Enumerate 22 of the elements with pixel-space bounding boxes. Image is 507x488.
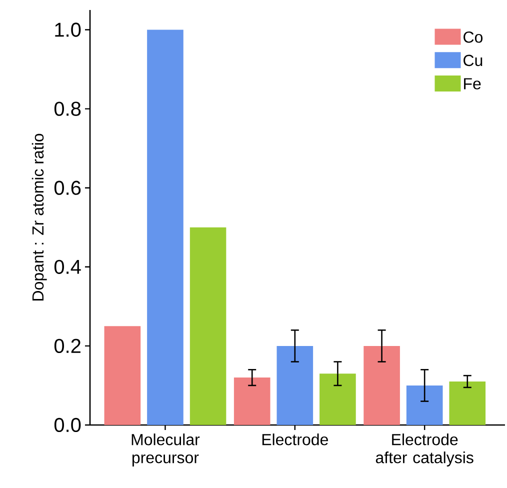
bar bbox=[147, 30, 184, 425]
legend-label: Co bbox=[464, 31, 483, 43]
legend-label: Fe bbox=[464, 78, 481, 90]
y-tick-label: 0.6 bbox=[54, 180, 81, 195]
bar bbox=[406, 385, 443, 425]
y-tick-label: 0.2 bbox=[54, 338, 80, 354]
bar bbox=[190, 227, 226, 425]
y-tick-label: 0.8 bbox=[54, 102, 81, 116]
legend-label: Cu bbox=[464, 54, 482, 66]
y-tick-label: 0.0 bbox=[54, 418, 81, 432]
bar bbox=[276, 346, 314, 425]
bar bbox=[449, 382, 486, 425]
bar bbox=[234, 378, 270, 425]
bar bbox=[104, 326, 141, 425]
bar bbox=[320, 374, 356, 425]
x-tick-label: Molecular precursor bbox=[132, 434, 200, 466]
x-tick-label: Electrode bbox=[262, 434, 328, 446]
y-axis-title: Dopant : Zr atomic ratio bbox=[32, 134, 47, 300]
y-tick-label: 0.4 bbox=[54, 260, 81, 274]
bar bbox=[364, 346, 400, 425]
x-tick-label: Electrode after catalysis bbox=[376, 434, 474, 466]
y-tick-label: 1.0 bbox=[55, 22, 81, 37]
